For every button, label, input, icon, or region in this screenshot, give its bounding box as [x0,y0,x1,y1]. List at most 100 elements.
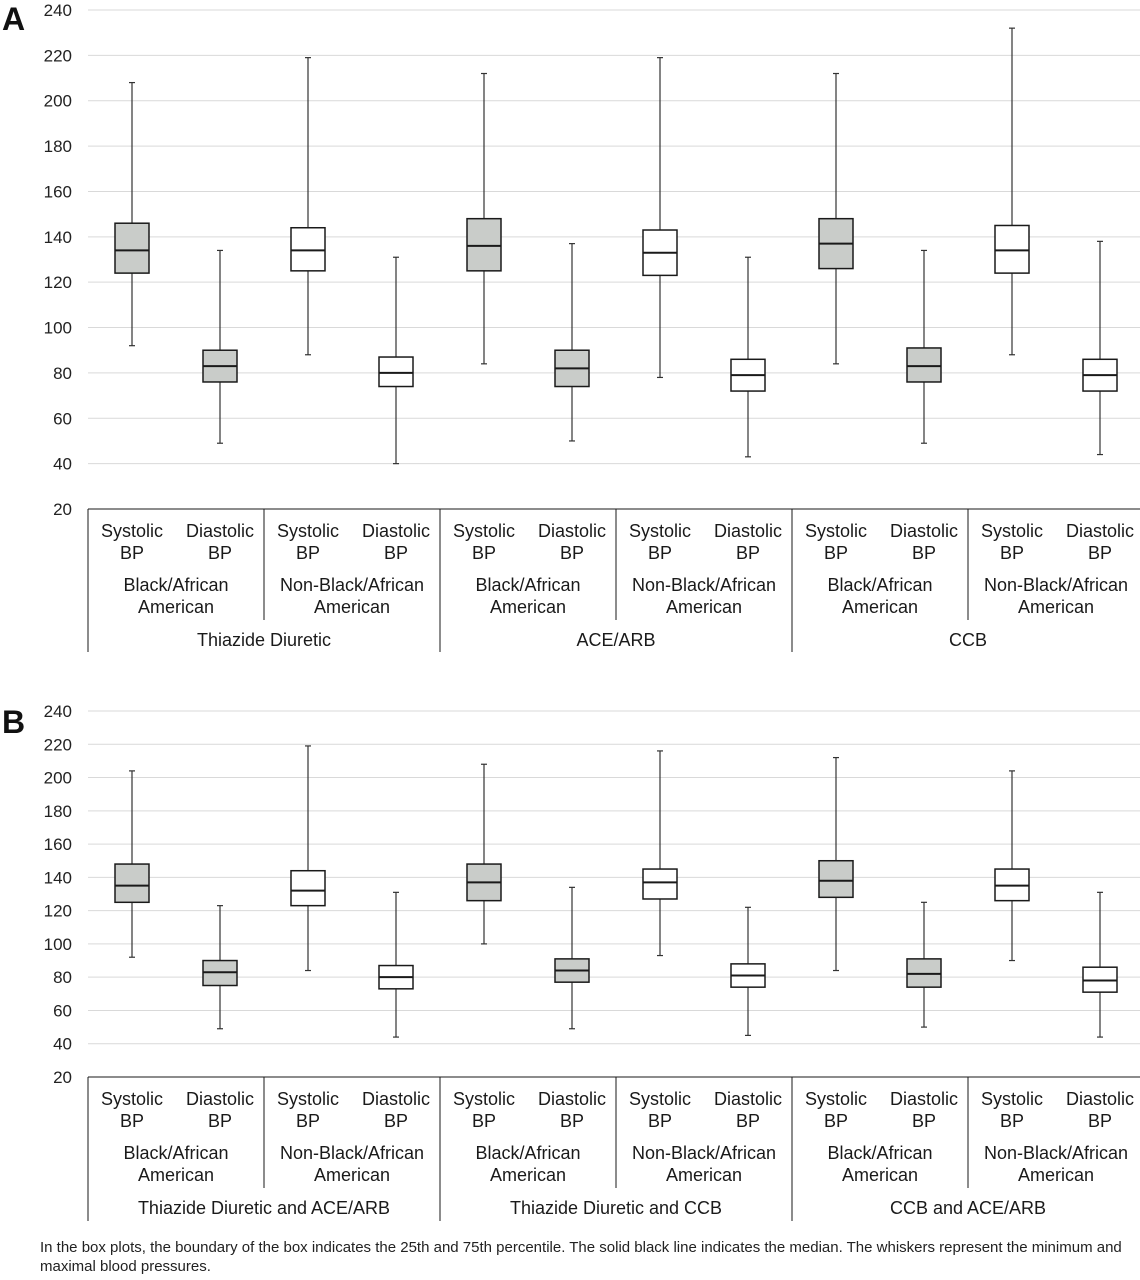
y-tick-label: 40 [53,455,72,474]
y-tick-label: 160 [44,182,72,201]
y-tick-label: 220 [44,735,72,754]
subgroup-label: American [842,1165,918,1185]
y-tick-label: 240 [44,1,72,20]
iqr-box [378,356,414,388]
measure-label: BP [296,543,320,563]
subgroup-label: American [666,1165,742,1185]
subgroup-label: Non-Black/African [984,575,1128,595]
subgroup-label: Black/African [475,1143,580,1163]
group-label: ACE/ARB [576,630,655,650]
y-tick-label: 100 [44,935,72,954]
measure-label: Systolic [629,1089,691,1109]
y-tick-label: 220 [44,46,72,65]
box-plot [466,763,502,945]
iqr-box [466,217,502,272]
measure-label: BP [208,1111,232,1131]
measure-label: Diastolic [538,1089,606,1109]
box-plot [554,886,590,1030]
measure-label: BP [472,543,496,563]
measure-label: BP [824,543,848,563]
subgroup-label: Non-Black/African [984,1143,1128,1163]
box-plot [554,243,590,442]
y-tick-label: 120 [44,902,72,921]
box-plot [994,27,1030,356]
group-label: Thiazide Diuretic and ACE/ARB [138,1198,390,1218]
box-plot [730,906,766,1037]
box-plot [1082,240,1118,456]
iqr-box [994,224,1030,274]
measure-label: Systolic [101,521,163,541]
y-tick-label: 120 [44,273,72,292]
subgroup-label: Non-Black/African [280,1143,424,1163]
measure-label: BP [560,543,584,563]
measure-label: Systolic [277,1089,339,1109]
panel-a: A 20 40 60 80 100 120 140 160 180 200 220 240 Systoli… [2,1,1140,652]
measure-label: BP [736,1111,760,1131]
subgroup-label: Non-Black/African [280,575,424,595]
group-label: Thiazide Diuretic and CCB [510,1198,722,1218]
y-tick-label: 40 [53,1035,72,1054]
iqr-box [290,869,326,907]
measure-label: Systolic [805,1089,867,1109]
y-tick-label: 80 [53,968,72,987]
subgroup-label: American [314,1165,390,1185]
subgroup-label: Black/African [123,575,228,595]
y-tick-label: 60 [53,409,72,428]
iqr-box [818,859,854,899]
subgroup-label: American [138,1165,214,1185]
panel-letter: A [2,1,25,37]
iqr-box [642,868,678,900]
y-tick-label: 140 [44,868,72,887]
iqr-box [114,863,150,904]
measure-label: Diastolic [186,1089,254,1109]
box-plot [818,756,854,972]
y-tick-label: 100 [44,319,72,338]
measure-label: Systolic [453,521,515,541]
box-plot [290,57,326,356]
measure-label: BP [912,1111,936,1131]
measure-label: BP [296,1111,320,1131]
box-plot [290,745,326,972]
y-tick-label: 80 [53,364,72,383]
measure-label: Systolic [981,1089,1043,1109]
subgroup-label: American [138,597,214,617]
measure-label: Diastolic [1066,521,1134,541]
subgroup-label: American [314,597,390,617]
measure-label: BP [648,543,672,563]
subgroup-label: Black/African [123,1143,228,1163]
measure-label: BP [384,543,408,563]
box-plot [730,256,766,458]
group-label: Thiazide Diuretic [197,630,331,650]
measure-label: BP [120,543,144,563]
measure-label: Systolic [277,521,339,541]
subgroup-label: American [842,597,918,617]
y-tick-label: 240 [44,702,72,721]
measure-label: Diastolic [714,1089,782,1109]
measure-label: BP [1000,1111,1024,1131]
measure-label: BP [824,1111,848,1131]
y-tick-label: 200 [44,92,72,111]
box-plot [642,750,678,957]
measure-label: BP [1000,543,1024,563]
measure-label: Diastolic [1066,1089,1134,1109]
measure-label: Diastolic [890,1089,958,1109]
y-tick-label: 60 [53,1001,72,1020]
measure-label: Systolic [629,521,691,541]
subgroup-label: Black/African [475,575,580,595]
measure-label: Systolic [981,521,1043,541]
measure-label: Systolic [453,1089,515,1109]
box-plot [378,891,414,1038]
y-tick-label: 140 [44,228,72,247]
box-plot [1082,891,1118,1038]
box-plot [642,57,678,379]
figure-caption: In the box plots, the boundary of the bo… [40,1239,1122,1275]
measure-label: BP [648,1111,672,1131]
box-plot-figure: A 20 40 60 80 100 120 140 160 180 200 220 240 Systoli… [2,1,1140,1221]
box-plot [378,256,414,465]
subgroup-label: American [1018,597,1094,617]
subgroup-label: American [490,597,566,617]
iqr-box [906,347,942,383]
iqr-box [114,222,150,274]
measure-label: BP [208,543,232,563]
box-plot [906,901,942,1028]
